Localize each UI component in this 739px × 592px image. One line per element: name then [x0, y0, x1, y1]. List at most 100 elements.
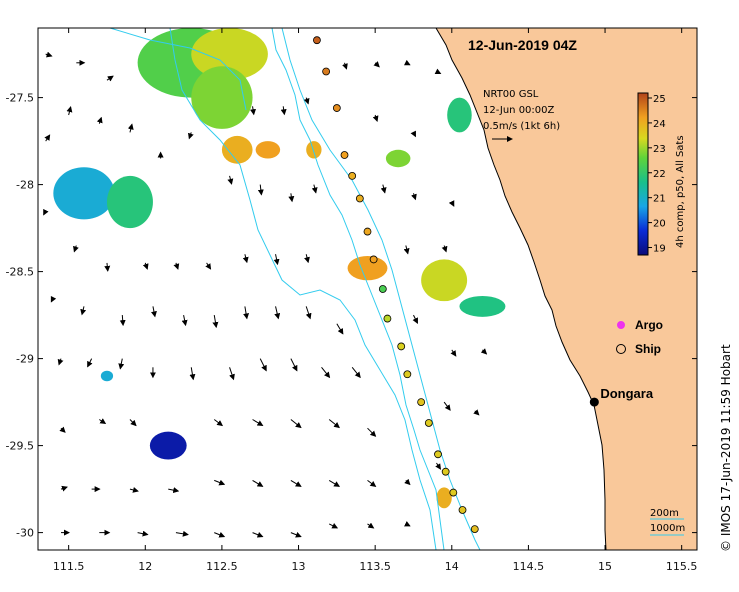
current-arrow: [380, 184, 387, 194]
isobath-2000m: [169, 28, 437, 550]
sst-patch: [447, 97, 472, 133]
current-arrow: [435, 462, 442, 470]
sst-patch: [221, 135, 253, 164]
current-arrow: [403, 245, 410, 255]
current-arrow: [119, 315, 126, 327]
lat-tick-label: -30: [16, 527, 34, 540]
current-arrow: [181, 315, 188, 327]
lon-tick-label: 115.5: [666, 560, 698, 573]
sst-patch: [53, 167, 115, 220]
lat-tick-label: -29.5: [6, 440, 34, 453]
lon-tick-label: 12: [138, 560, 152, 573]
current-arrow: [96, 116, 103, 124]
current-arrow: [328, 479, 341, 487]
colorbar-tick-label: 22: [653, 169, 666, 180]
colorbar-tick-label: 23: [653, 144, 666, 155]
colorbar-tick-label: 24: [653, 119, 666, 130]
sst-patch: [149, 431, 187, 460]
current-arrow: [173, 262, 180, 270]
ship-observation: [470, 525, 479, 534]
current-arrow: [373, 61, 380, 68]
current-arrow: [43, 208, 49, 216]
ship-observation: [441, 467, 450, 476]
current-arrow: [290, 531, 302, 538]
ship-observation: [403, 370, 412, 379]
current-arrow: [303, 97, 310, 105]
current-arrow: [87, 358, 93, 368]
current-arrow: [151, 306, 157, 318]
sst-patch: [347, 255, 388, 281]
lon-tick-label: 15: [598, 560, 612, 573]
current-arrow: [480, 348, 488, 355]
current-arrow: [342, 62, 348, 70]
current-arrow: [443, 401, 451, 411]
sst-patch: [306, 141, 322, 159]
current-arrow: [242, 254, 249, 264]
current-arrow: [57, 358, 64, 366]
current-arrow: [229, 367, 235, 381]
current-arrows: [43, 51, 488, 538]
legend-ship: Ship: [635, 342, 661, 356]
ship-observation: [434, 450, 442, 459]
current-arrow: [252, 479, 264, 487]
current-arrow: [59, 426, 66, 433]
ship-observation: [348, 171, 357, 180]
ship-observation: [340, 151, 349, 159]
sst-patch: [106, 175, 153, 229]
map-title: 12-Jun-2019 04Z: [468, 37, 577, 53]
ship-observation: [313, 36, 321, 45]
lat-tick-label: -28: [16, 179, 34, 192]
isobath-200m: [281, 28, 481, 550]
ship-observation: [378, 285, 387, 293]
lat-tick-label: -28.5: [6, 266, 34, 279]
current-arrow: [441, 245, 448, 253]
current-arrow: [227, 175, 234, 185]
sst-patch: [191, 66, 253, 129]
current-arrow: [73, 245, 79, 253]
current-scale: 0.5m/s (1kt 6h): [483, 121, 560, 132]
isobath-legend: 200m 1000m: [650, 508, 685, 536]
current-arrow: [118, 358, 125, 370]
colorbar-tick-label: 25: [653, 94, 666, 105]
sst-patch: [385, 149, 411, 168]
current-arrow: [137, 530, 149, 537]
ship-observation: [449, 488, 458, 497]
current-arrow: [290, 419, 302, 429]
current-arrow: [66, 106, 73, 116]
current-arrow: [351, 366, 361, 379]
ship-observation: [424, 419, 433, 427]
current-arrow: [367, 522, 375, 529]
current-arrow: [290, 479, 302, 487]
dongara-marker-icon: [589, 397, 599, 407]
colorbar: 19 20 21 22 23 24 25 4h comp, p50, All Sats: [637, 92, 686, 256]
current-arrow: [127, 123, 134, 133]
plot-frame: [37, 27, 698, 551]
sst-patch: [191, 28, 268, 81]
current-arrow: [304, 254, 310, 264]
current-arrow: [336, 323, 344, 335]
current-arrow: [321, 366, 331, 379]
lat-tick-label: -29: [16, 353, 34, 366]
colorbar-ticks: 19 20 21 22 23 24 25: [648, 94, 666, 255]
current-arrow: [257, 184, 264, 196]
current-arrow: [372, 114, 379, 122]
sst-patch: [255, 141, 281, 159]
isobath-3000m: [109, 28, 247, 111]
ship-observation: [322, 67, 331, 76]
current-arrow: [129, 486, 139, 493]
current-arrow: [411, 193, 417, 201]
current-arrow: [106, 75, 114, 82]
sst-patch: [421, 259, 468, 302]
current-arrow: [311, 184, 318, 194]
current-arrow: [404, 59, 411, 66]
sst-patch: [436, 487, 452, 509]
current-arrow: [448, 200, 455, 207]
current-source: NRT00 GSL: [483, 89, 539, 100]
lon-tick-label: 14: [445, 560, 459, 573]
current-arrow: [404, 520, 411, 527]
credit: © IMOS 17-Jun-2019 11:59 Hobart: [719, 344, 733, 552]
current-time: 12-Jun 00:00Z: [483, 105, 555, 116]
colorbar-tick-label: 19: [653, 244, 666, 255]
current-arrow: [252, 419, 264, 427]
